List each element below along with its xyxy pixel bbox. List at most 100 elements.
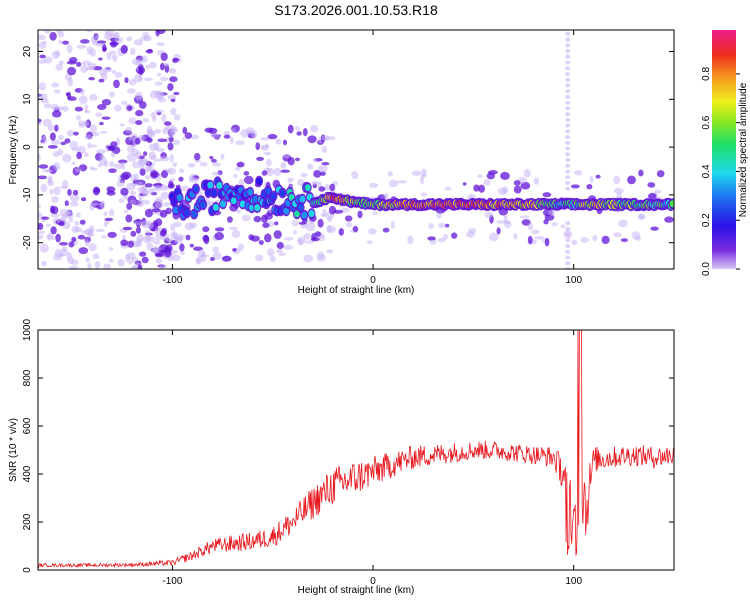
spectrogram-noise-blob: [103, 263, 111, 269]
spectrogram-noise-blob: [76, 212, 81, 218]
spectrogram-noise-blob: [185, 234, 191, 241]
spectrogram-noise-blob: [397, 180, 408, 184]
spectrogram-noise-blob: [121, 171, 132, 179]
spectrogram-noise-blob: [136, 238, 143, 245]
spectrogram-noise-blob: [178, 176, 184, 182]
spectrogram-noise-blob: [41, 135, 48, 145]
spectrogram-streak-blob: [565, 49, 571, 54]
spectrogram-noise-blob: [182, 136, 187, 141]
spectrogram-noise-blob: [126, 182, 136, 191]
spectrogram-noise-blob: [211, 134, 220, 139]
colorbar-gradient: [712, 30, 736, 269]
spectrogram-noise-blob: [203, 235, 210, 245]
ridge-core-blob: [183, 209, 190, 217]
spectrogram-noise-blob: [38, 222, 44, 230]
spectrogram-streak-blob: [565, 180, 571, 185]
ridge-core-blob: [173, 206, 179, 214]
spectrogram-noise-blob: [255, 254, 264, 262]
spectrogram-noise-blob: [305, 240, 315, 244]
spectrogram-noise-blob: [109, 258, 114, 264]
spectrogram-streak-blob: [565, 77, 571, 82]
spectrogram-noise-blob: [196, 256, 203, 264]
spectrogram-y-tick-label: -20: [22, 235, 33, 250]
spectrogram-noise-blob: [295, 157, 300, 162]
spectrogram-noise-blob: [613, 175, 621, 185]
spectrogram-noise-blob: [238, 178, 245, 187]
spectrogram-streak-blob: [565, 152, 571, 157]
spectrogram-noise-blob: [74, 168, 82, 173]
spectrogram-noise-blob: [89, 124, 97, 133]
spectrogram-noise-blob: [229, 137, 234, 144]
spectrogram-noise-blob: [92, 202, 103, 206]
ridge-core-blob: [176, 194, 183, 202]
spectrogram-noise-blob: [160, 76, 169, 82]
spectrogram-noise-blob: [67, 78, 74, 87]
spectrogram-noise-blob: [263, 151, 272, 156]
spectrogram-noise-blob: [138, 64, 144, 72]
spectrogram-noise-blob: [486, 172, 495, 180]
spectrogram-noise-blob: [153, 158, 163, 162]
spectrogram-noise-blob: [197, 249, 206, 258]
spectrogram-noise-blob: [129, 174, 137, 181]
spectrogram-noise-blob: [38, 230, 46, 235]
spectrogram-noise-blob: [65, 92, 70, 96]
spectrogram-streak-blob: [565, 100, 571, 105]
spectrogram-noise-blob: [484, 211, 494, 218]
spectrogram-noise-blob: [240, 128, 249, 138]
spectrogram-noise-blob: [260, 137, 270, 141]
spectrogram-noise-blob: [125, 214, 133, 223]
spectrogram-noise-blob: [153, 240, 160, 245]
spectrogram-noise-blob: [66, 130, 75, 137]
spectrogram-streak-blob: [565, 158, 571, 163]
ridge-core-blob: [171, 198, 178, 206]
spectrogram-noise-blob: [94, 34, 99, 43]
spectrogram-noise-blob: [321, 145, 327, 153]
spectrogram-noise-blob: [237, 243, 245, 252]
spectrogram-streak-blob: [565, 226, 571, 231]
spectrogram-streak-blob: [565, 146, 571, 151]
spectrogram-noise-blob: [647, 182, 656, 188]
spectrogram-streak-blob: [565, 112, 571, 117]
snr-y-tick-label: 200: [22, 513, 33, 530]
spectrogram-noise-blob: [126, 36, 133, 42]
spectrogram-noise-blob: [100, 130, 108, 134]
spectrogram-noise-blob: [38, 153, 41, 162]
spectrogram-noise-blob: [162, 127, 169, 135]
spectrogram-noise-blob: [167, 142, 174, 151]
spectrogram-noise-blob: [179, 168, 185, 174]
spectrogram-noise-blob: [634, 235, 641, 241]
spectrogram-noise-blob: [328, 205, 337, 215]
spectrogram-noise-blob: [656, 170, 665, 178]
spectrogram-noise-blob: [87, 142, 92, 149]
spectrogram-noise-blob: [654, 189, 662, 194]
spectrogram-noise-blob: [50, 213, 60, 218]
spectrogram-noise-blob: [261, 214, 268, 223]
spectrogram-noise-blob: [160, 191, 169, 200]
spectrogram-noise-blob: [67, 96, 77, 101]
snr-y-tick-label: 1000: [22, 318, 33, 341]
spectrogram-noise-blob: [106, 52, 112, 60]
ridge-core-blob: [200, 201, 207, 209]
spectrogram-noise-blob: [88, 229, 93, 238]
spectrogram-noise-blob: [173, 114, 181, 121]
spectrogram-noise-blob: [38, 204, 42, 208]
spectrogram-noise-blob: [135, 137, 141, 145]
spectrogram-noise-blob: [182, 126, 188, 134]
spectrogram-noise-blob: [151, 208, 161, 213]
spectrogram-noise-blob: [62, 153, 72, 163]
spectrogram-noise-blob: [51, 110, 62, 118]
spectrogram-noise-blob: [62, 180, 69, 189]
spectrogram-noise-blob: [548, 209, 556, 216]
spectrogram-noise-blob: [139, 251, 147, 257]
spectrogram-noise-blob: [107, 231, 117, 238]
ridge-core-blob: [256, 177, 263, 185]
spectrogram-noise-blob: [283, 244, 294, 250]
snr-x-axis-label: Height of straight line (km): [298, 585, 415, 596]
spectrogram-noise-blob: [78, 95, 88, 105]
spectrogram-noise-blob: [91, 131, 100, 137]
colorbar-ticks: 0.0 0.2 0.4 0.6 0.8: [701, 67, 740, 276]
spectrogram-streak-blob: [565, 60, 571, 65]
spectrogram-noise-blob: [280, 161, 287, 169]
spectrogram-noise-blob: [444, 223, 450, 228]
spectrogram-noise-blob: [41, 216, 50, 220]
